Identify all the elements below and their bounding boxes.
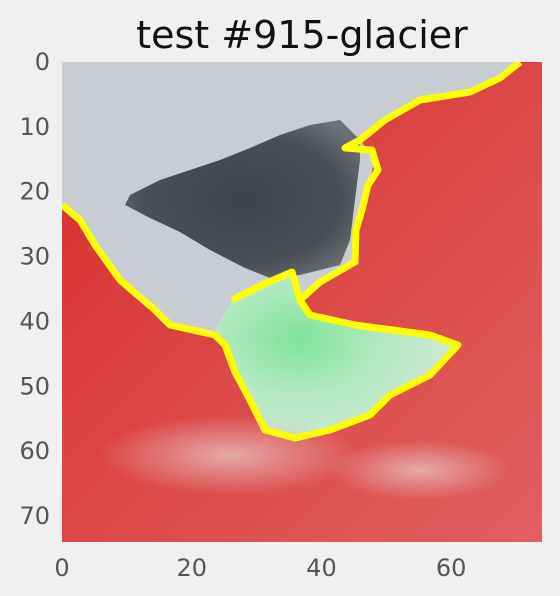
glacier-boundary-line [230,268,304,304]
x-tick-label: 20 [176,554,207,582]
x-tick-label: 60 [436,554,467,582]
y-tick-label: 60 [19,437,50,465]
y-tick-label: 0 [35,48,50,76]
y-tick-label: 20 [19,178,50,206]
y-tick-label: 50 [19,372,50,400]
light-terrain-patch [330,440,510,500]
y-tick-label: 70 [19,502,50,530]
y-tick-label: 40 [19,307,50,335]
x-tick-label: 40 [306,554,337,582]
light-terrain-patch [100,415,360,495]
glacier-region [215,272,455,438]
y-tick-label: 30 [19,243,50,271]
heatmap-plot-area [62,62,542,542]
ridge-boundary-line [62,62,523,442]
y-axis: 0 10 20 30 40 50 60 70 [19,48,50,530]
dark-rock-region [125,120,360,278]
x-axis: 0 20 40 60 [54,554,466,582]
x-tick-label: 0 [54,554,69,582]
y-tick-label: 10 [19,113,50,141]
chart-title: test #915-glacier [136,13,468,57]
